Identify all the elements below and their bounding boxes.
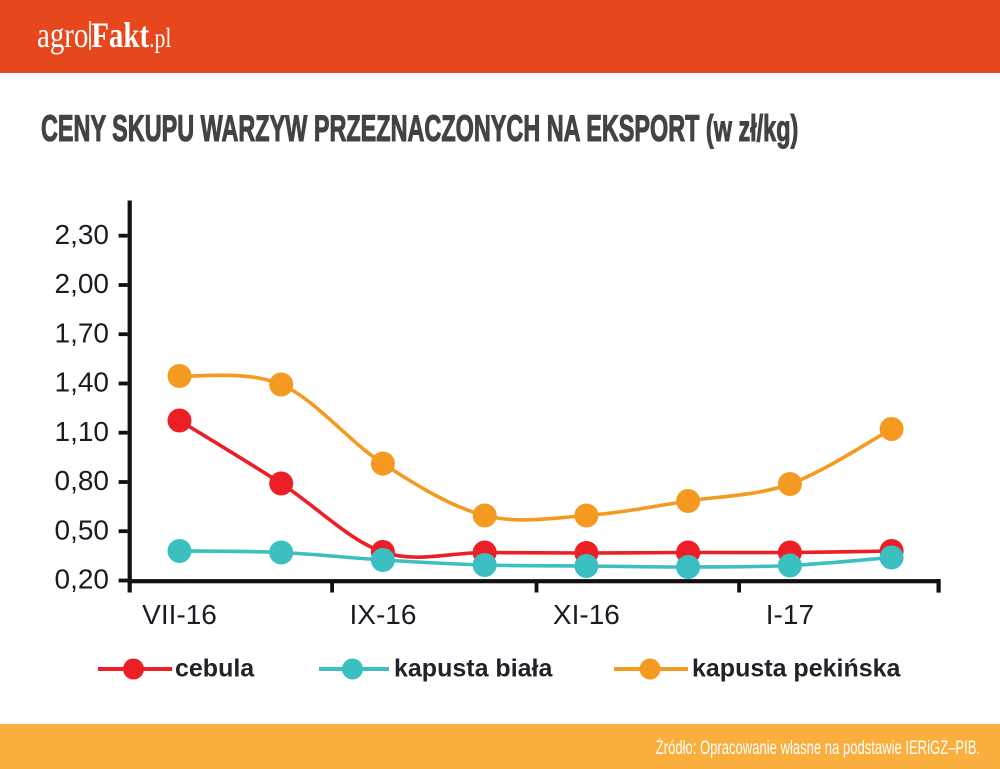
svg-text:0,80: 0,80 [55, 465, 110, 496]
svg-text:1,40: 1,40 [55, 367, 110, 398]
svg-text:2,30: 2,30 [55, 219, 110, 250]
svg-text:I-17: I-17 [766, 599, 814, 630]
svg-text:0,20: 0,20 [55, 564, 110, 595]
svg-text:kapusta biała: kapusta biała [394, 655, 553, 683]
svg-text:IX-16: IX-16 [350, 599, 417, 630]
svg-text:kapusta pekińska: kapusta pekińska [692, 655, 902, 683]
svg-text:cebula: cebula [175, 655, 255, 683]
svg-text:1,70: 1,70 [55, 317, 110, 348]
svg-text:0,50: 0,50 [55, 514, 110, 545]
svg-text:VII-16: VII-16 [142, 599, 217, 630]
svg-text:XI-16: XI-16 [553, 599, 620, 630]
svg-text:2,00: 2,00 [55, 268, 110, 299]
svg-text:1,10: 1,10 [55, 416, 110, 447]
